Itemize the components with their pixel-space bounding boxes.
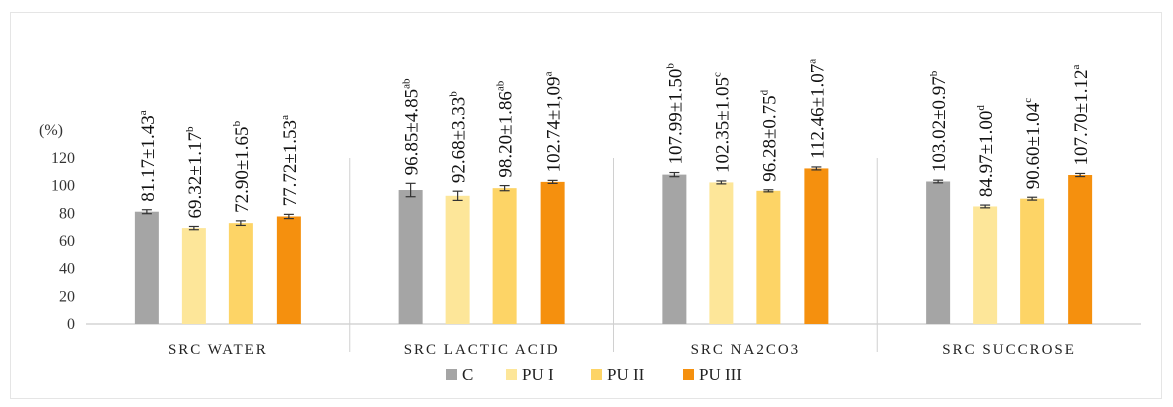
data-label: 98.20±1.86ab [495, 80, 517, 177]
bar [134, 211, 159, 324]
legend-swatch [591, 369, 602, 380]
data-label: 107.70±1.12a [1070, 65, 1092, 166]
x-category-label: SRC NA2CO3 [691, 342, 801, 358]
y-tick-label: 100 [51, 178, 75, 195]
legend-label: PU I [522, 365, 554, 384]
data-label: 72.90±1.65b [231, 120, 253, 212]
data-label: 84.97±1.00d [975, 105, 997, 197]
data-label: 96.85±4.85ab [401, 78, 423, 175]
bar [181, 228, 206, 324]
data-label: 103.02±0.97b [928, 70, 950, 172]
bar [228, 223, 253, 324]
bar [926, 181, 951, 324]
bar [492, 188, 517, 324]
data-label: 77.72±1.53a [279, 115, 301, 206]
x-category-label: SRC LACTIC ACID [404, 342, 560, 358]
bar-chart: (%) 0 20 40 60 80 100 120 SRC WATER 81.17±1.43a 69… [39, 59, 1141, 384]
bar [540, 181, 565, 324]
y-tick-label: 0 [67, 316, 75, 333]
y-tick-label: 40 [59, 261, 75, 278]
bar [756, 190, 781, 324]
legend-label: C [462, 365, 473, 384]
x-category-label: SRC SUCCROSE [942, 342, 1076, 358]
y-tick-label: 20 [59, 288, 75, 305]
data-label: 90.60±1.04c [1022, 98, 1044, 189]
bar [662, 174, 687, 324]
bar [1068, 175, 1093, 324]
data-label: 69.32±1.17b [184, 126, 206, 218]
data-label: 112.46±1.07a [806, 59, 828, 159]
bar [709, 182, 734, 324]
data-label: 96.28±0.75d [758, 89, 780, 181]
legend-label: PU II [607, 365, 645, 384]
data-label: 102.35±1.05c [711, 72, 733, 173]
chart-frame: (%) 0 20 40 60 80 100 120 SRC WATER 81.17±1.43a 69… [10, 12, 1162, 399]
bar [445, 195, 470, 324]
data-label: 102.74±1,09a [543, 71, 565, 172]
legend-swatch [506, 369, 517, 380]
data-label: 92.68±3.33b [448, 91, 470, 183]
y-axis-unit-label: (%) [39, 122, 63, 139]
bar [973, 206, 998, 324]
bar [1020, 198, 1045, 324]
y-tick-label: 120 [51, 150, 75, 167]
bar [398, 190, 423, 324]
legend-swatch [446, 369, 457, 380]
legend-swatch [683, 369, 694, 380]
legend-label: PU III [699, 365, 742, 384]
data-label: 107.99±1.50b [664, 63, 686, 165]
bar [804, 168, 829, 324]
data-label: 81.17±1.43a [137, 110, 159, 201]
y-tick-label: 80 [59, 205, 75, 222]
x-category-label: SRC WATER [168, 342, 268, 358]
bar [276, 216, 301, 324]
y-tick-label: 60 [59, 233, 75, 250]
